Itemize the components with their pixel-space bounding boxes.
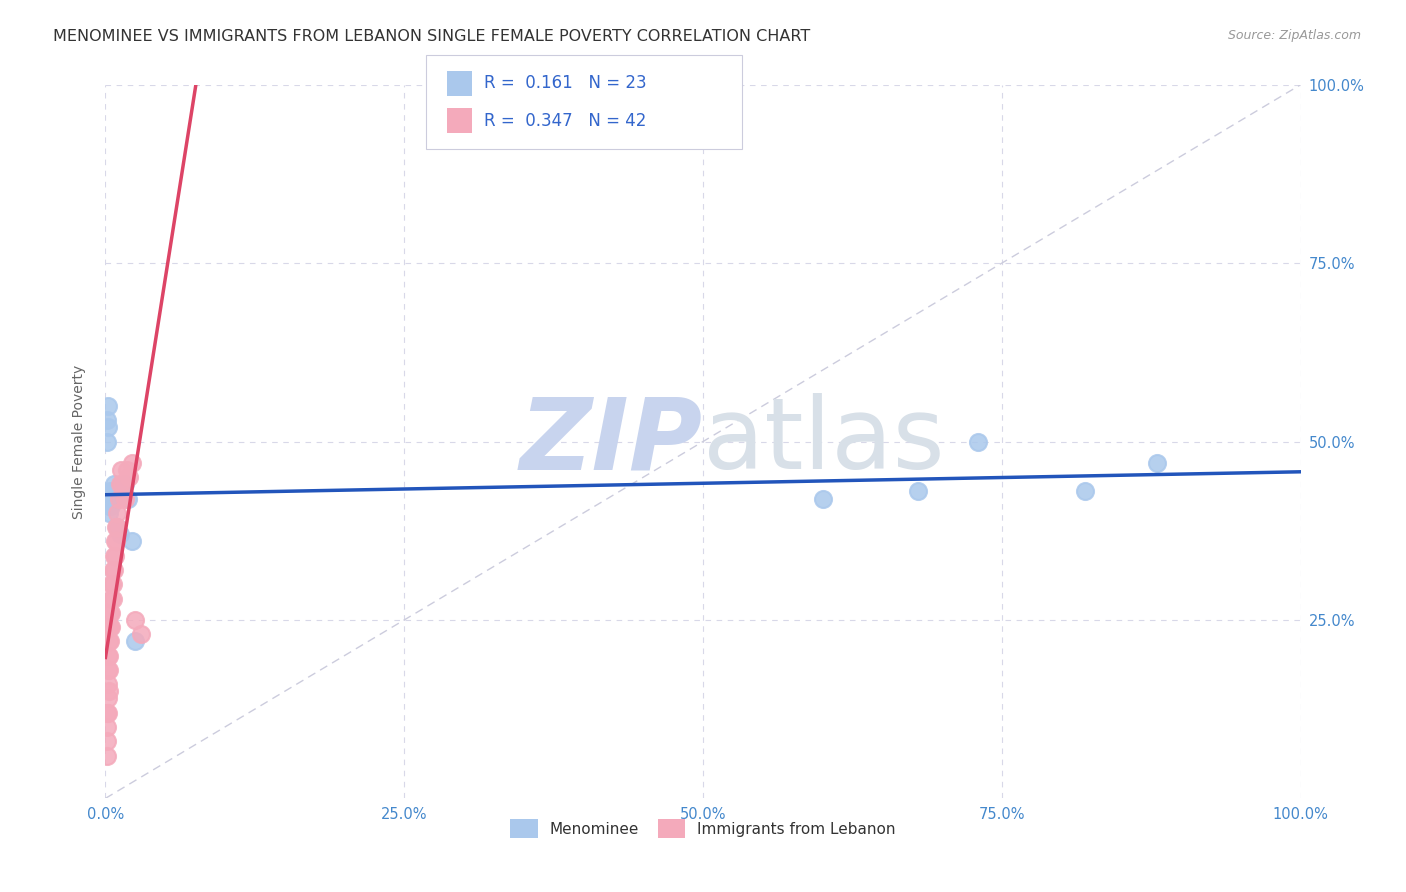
Point — [111, 477, 134, 491]
Point — [129, 627, 153, 641]
Point — [97, 663, 120, 677]
Point — [98, 684, 121, 698]
Point — [101, 484, 124, 499]
Point — [105, 534, 128, 549]
Point — [104, 534, 127, 549]
Text: Source: ZipAtlas.com: Source: ZipAtlas.com — [1227, 29, 1361, 42]
Point — [100, 499, 122, 513]
Point — [100, 591, 122, 606]
Point — [96, 706, 118, 720]
Point — [100, 577, 122, 591]
Point — [108, 527, 131, 541]
Point — [107, 491, 129, 506]
Point — [98, 620, 121, 634]
Point — [107, 520, 129, 534]
Y-axis label: Single Female Poverty: Single Female Poverty — [72, 365, 86, 518]
Point — [97, 691, 120, 706]
Point — [98, 499, 121, 513]
Point — [97, 677, 120, 691]
Point — [107, 520, 129, 534]
Point — [967, 434, 990, 449]
Point — [811, 491, 834, 506]
Legend: Menominee, Immigrants from Lebanon: Menominee, Immigrants from Lebanon — [505, 814, 901, 844]
Text: ZIP: ZIP — [520, 393, 703, 490]
Point — [97, 420, 120, 434]
Point — [101, 577, 124, 591]
Point — [101, 563, 124, 577]
Point — [124, 613, 146, 627]
Point — [118, 470, 141, 484]
Point — [108, 477, 131, 491]
Point — [98, 620, 121, 634]
Point — [98, 484, 121, 499]
Point — [101, 591, 124, 606]
Point — [97, 399, 120, 413]
Point — [100, 606, 122, 620]
Point — [104, 491, 127, 506]
Point — [98, 506, 121, 520]
Point — [104, 549, 127, 563]
Point — [124, 634, 146, 648]
Point — [117, 491, 139, 506]
Point — [98, 634, 121, 648]
Point — [121, 534, 143, 549]
Text: R =  0.347   N = 42: R = 0.347 N = 42 — [484, 112, 645, 129]
Point — [96, 413, 118, 427]
Text: atlas: atlas — [703, 393, 945, 490]
Point — [103, 549, 125, 563]
Point — [1146, 456, 1168, 470]
Point — [100, 620, 122, 634]
Point — [121, 456, 143, 470]
Point — [98, 606, 121, 620]
Point — [110, 463, 132, 477]
Point — [111, 484, 134, 499]
Point — [103, 477, 125, 491]
Point — [97, 648, 120, 663]
Point — [115, 463, 138, 477]
Point — [107, 506, 129, 520]
Point — [98, 634, 121, 648]
Point — [103, 563, 125, 577]
Point — [96, 748, 118, 763]
Point — [105, 520, 128, 534]
Point — [98, 648, 121, 663]
Point — [907, 484, 929, 499]
Point — [1074, 484, 1097, 499]
Text: MENOMINEE VS IMMIGRANTS FROM LEBANON SINGLE FEMALE POVERTY CORRELATION CHART: MENOMINEE VS IMMIGRANTS FROM LEBANON SIN… — [53, 29, 811, 44]
Point — [96, 434, 118, 449]
Point — [97, 706, 120, 720]
Point — [96, 734, 118, 748]
Point — [98, 663, 121, 677]
Point — [96, 720, 118, 734]
Point — [114, 491, 136, 506]
Text: R =  0.161   N = 23: R = 0.161 N = 23 — [484, 75, 647, 93]
Point — [114, 477, 136, 491]
